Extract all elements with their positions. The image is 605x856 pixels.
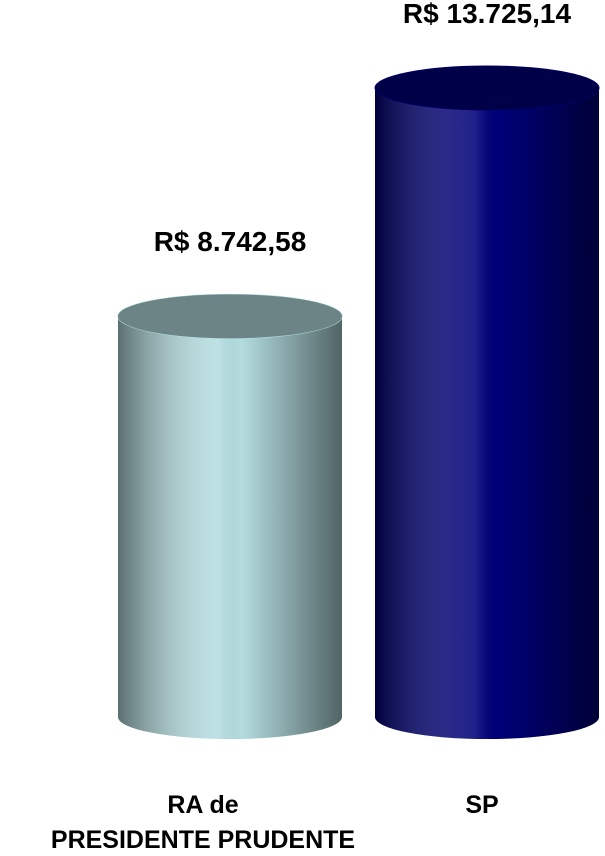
cylinder-shade	[118, 316, 342, 739]
cylinder-top-shade	[375, 66, 599, 110]
cylinder	[117, 293, 343, 739]
category-label: RA de PRESIDENTE PRUDENTE	[50, 791, 356, 854]
cylinder	[374, 65, 600, 739]
cylinder-top	[117, 293, 343, 339]
category-label: SP	[465, 791, 499, 819]
value-label: R$ 13.725,14	[402, 0, 572, 29]
cylinder-shade	[375, 88, 599, 739]
cylinder-top	[374, 65, 600, 111]
value-label: R$ 8.742,58	[153, 226, 307, 258]
cylinder-top-shade	[118, 294, 342, 339]
